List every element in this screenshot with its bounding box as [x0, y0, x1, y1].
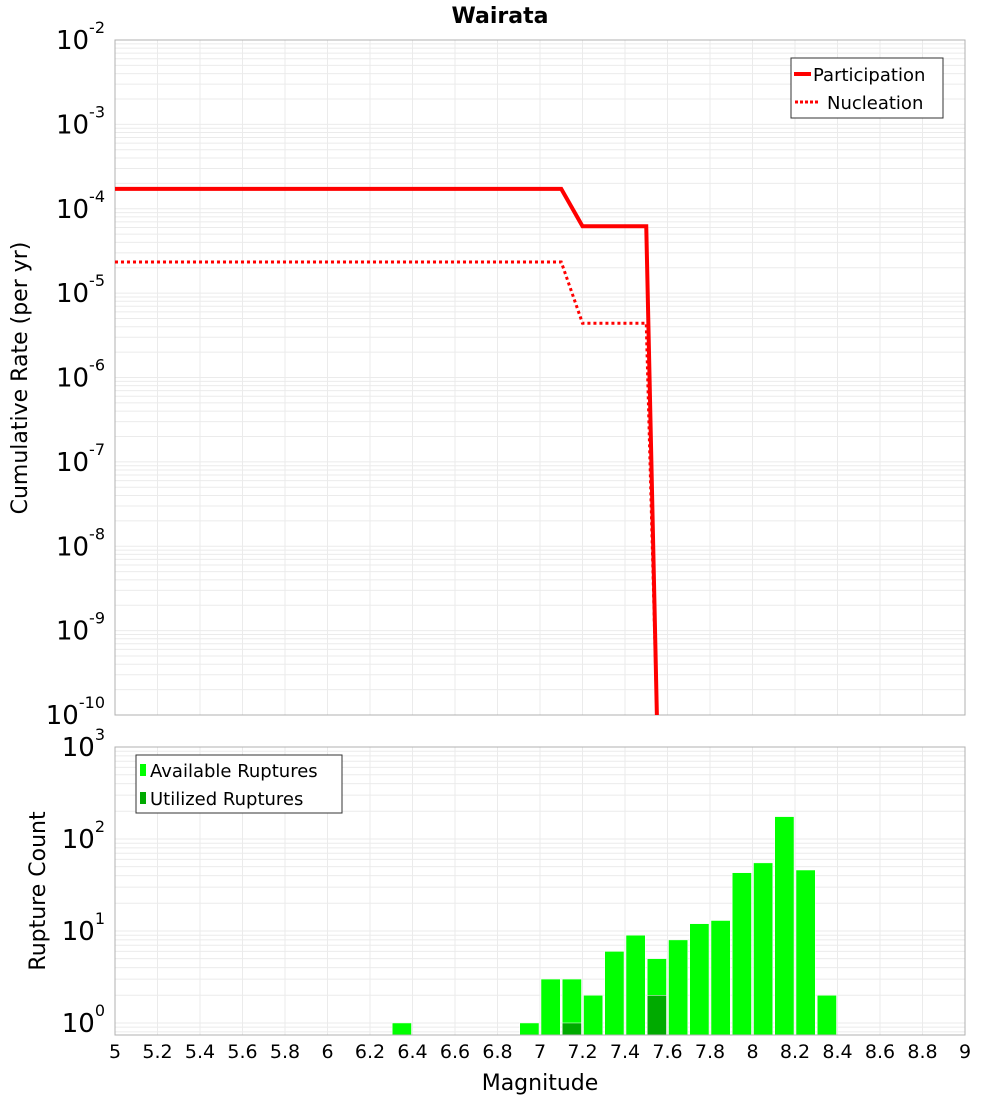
bar-available-ruptures — [392, 1022, 412, 1036]
y-tick-label: 103 — [62, 725, 105, 763]
y-tick-label: 10-9 — [56, 609, 105, 647]
bar-utilized-ruptures — [647, 995, 667, 1036]
x-tick-label: 5.4 — [185, 1041, 215, 1063]
legend-swatch — [140, 792, 146, 804]
legend-label: Nucleation — [827, 93, 923, 114]
x-tick-label: 6.2 — [355, 1041, 385, 1063]
x-tick-label: 8 — [746, 1041, 758, 1063]
y-tick-label: 10-3 — [56, 102, 105, 140]
series-line-participation — [115, 186, 659, 715]
y-tick-label: 101 — [62, 909, 105, 947]
x-tick-label: 5.2 — [142, 1041, 172, 1063]
bar-available-ruptures — [710, 920, 731, 1036]
x-tick-label: 5.6 — [227, 1041, 257, 1063]
bar-available-ruptures — [795, 869, 816, 1036]
bar-available-ruptures — [689, 923, 710, 1036]
x-tick-label: 9 — [959, 1041, 971, 1063]
bar-available-ruptures — [625, 934, 646, 1036]
plot-frame — [114, 746, 966, 1036]
x-tick-label: 8.4 — [822, 1041, 852, 1063]
legend-label: Utilized Ruptures — [150, 789, 303, 810]
x-tick-label: 5.8 — [270, 1041, 300, 1063]
x-axis-label: Magnitude — [482, 1071, 599, 1096]
x-tick-label: 7.4 — [610, 1041, 640, 1063]
bar-utilized-ruptures — [562, 1022, 582, 1036]
y-tick-label: 10-5 — [56, 271, 105, 309]
legend: Available Ruptures Utilized Ruptures — [135, 754, 343, 814]
x-tick-label: 7 — [534, 1041, 546, 1063]
x-tick-label: 7.8 — [695, 1041, 725, 1063]
x-tick-label: 5 — [109, 1041, 121, 1063]
legend-label: Participation — [813, 65, 925, 86]
y-tick-label: 100 — [62, 1001, 105, 1039]
plot-frame — [114, 39, 966, 716]
y-tick-label: 10-4 — [56, 187, 105, 225]
bar-available-ruptures — [583, 995, 603, 1036]
y-tick-label: 102 — [62, 817, 105, 855]
legend-box — [135, 754, 343, 814]
x-tick-label: 8.6 — [865, 1041, 895, 1063]
legend-label: Available Ruptures — [150, 761, 318, 782]
y-tick-label: 10-6 — [56, 356, 105, 394]
x-tick-label: 6 — [321, 1041, 333, 1063]
series-line-nucleation — [115, 260, 659, 715]
y-tick-label: 10-2 — [56, 18, 105, 56]
bottom-y-axis-label: Rupture Count — [26, 811, 51, 971]
x-tick-label: 8.8 — [907, 1041, 937, 1063]
bar-available-ruptures — [753, 862, 773, 1036]
bar-available-ruptures — [817, 995, 837, 1036]
top-plot: 10-2 10-3 10-4 10-5 10-6 10-7 10-8 10-9 10-10 Par… — [46, 18, 966, 731]
legend: Participation Nucleation — [790, 57, 944, 119]
bar-available-ruptures — [732, 872, 752, 1036]
bar-available-ruptures — [519, 1022, 540, 1036]
bar-available-ruptures — [774, 816, 795, 1036]
x-tick-label: 8.2 — [780, 1041, 810, 1063]
bar-available-ruptures — [604, 951, 625, 1036]
y-tick-label: 10-8 — [56, 524, 105, 562]
bar-available-ruptures — [540, 978, 561, 1036]
x-tick-label: 6.8 — [482, 1041, 512, 1063]
x-tick-label: 6.4 — [397, 1041, 427, 1063]
x-tick-label: 6.6 — [440, 1041, 470, 1063]
legend-swatch — [140, 764, 146, 776]
y-tick-label: 10-10 — [46, 693, 105, 731]
top-y-axis-label: Cumulative Rate (per yr) — [8, 242, 33, 515]
x-tick-label: 7.6 — [652, 1041, 682, 1063]
bar-available-ruptures — [668, 939, 688, 1036]
y-tick-label: 10-7 — [56, 440, 105, 478]
chart-title: Wairata — [452, 4, 549, 29]
legend-box — [790, 57, 944, 119]
x-tick-label: 7.2 — [567, 1041, 597, 1063]
